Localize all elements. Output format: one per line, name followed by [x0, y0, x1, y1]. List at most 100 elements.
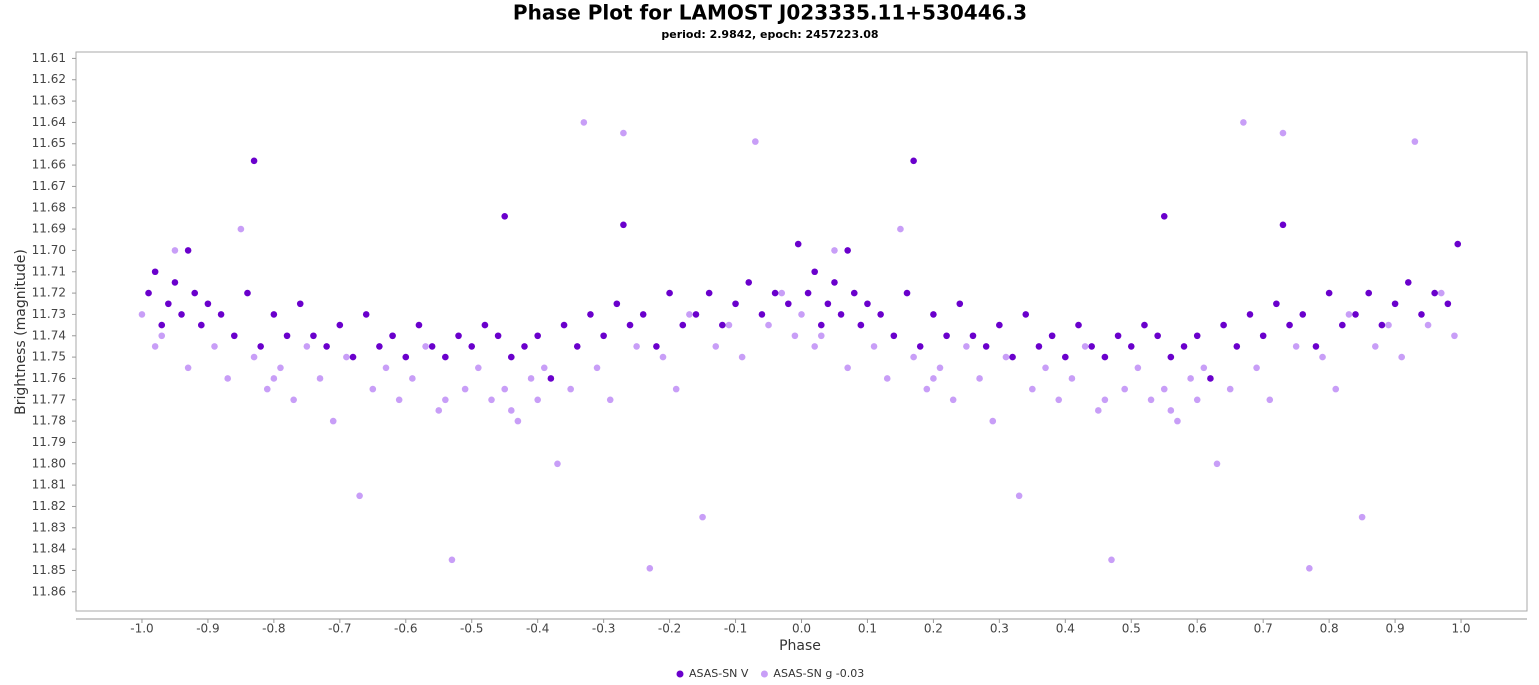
data-point: [752, 138, 759, 145]
x-tick-label: 0.3: [990, 622, 1009, 636]
y-axis-label: Brightness (magnitude): [13, 249, 29, 415]
data-point: [1306, 565, 1313, 572]
data-point: [329, 417, 337, 425]
data-point: [1240, 119, 1247, 126]
data-point: [587, 311, 594, 318]
x-tick-label: -0.8: [262, 622, 285, 636]
data-point: [362, 311, 370, 318]
data-point: [626, 321, 634, 329]
data-point: [1319, 353, 1326, 361]
data-point: [1352, 311, 1359, 318]
data-point: [1174, 417, 1181, 425]
y-tick-label: 11.65: [32, 136, 66, 150]
data-point: [1312, 343, 1320, 350]
data-point: [158, 321, 166, 329]
data-point: [1022, 311, 1030, 318]
data-point: [1094, 407, 1102, 414]
data-point: [686, 311, 693, 318]
data-point: [1167, 353, 1175, 361]
data-point: [930, 375, 937, 382]
data-point: [1451, 332, 1458, 340]
data-point: [1358, 513, 1366, 521]
data-point: [554, 460, 561, 468]
data-point: [1398, 353, 1405, 361]
data-point: [705, 289, 713, 297]
data-point: [151, 343, 159, 350]
data-point: [1385, 321, 1392, 329]
data-point: [831, 279, 838, 286]
data-point: [1200, 364, 1208, 372]
data-point: [1365, 289, 1373, 297]
data-point: [725, 321, 733, 329]
data-point: [296, 300, 304, 308]
y-tick-label: 11.63: [32, 94, 66, 108]
x-tick-label: -0.3: [592, 622, 615, 636]
data-point: [435, 407, 443, 414]
y-tick-label: 11.84: [32, 542, 66, 556]
data-point: [613, 300, 621, 308]
data-point: [1418, 311, 1425, 318]
data-point: [369, 385, 377, 393]
y-tick-label: 11.76: [32, 371, 66, 385]
data-point: [501, 212, 509, 220]
data-point: [1167, 407, 1175, 414]
data-point: [817, 321, 825, 329]
data-point: [1055, 396, 1063, 404]
data-point: [1345, 311, 1353, 318]
data-point: [540, 364, 548, 372]
data-point: [1246, 311, 1254, 318]
data-point: [237, 225, 245, 233]
data-point: [250, 157, 258, 165]
y-tick-label: 11.85: [32, 563, 66, 577]
data-point: [184, 364, 192, 372]
x-tick-label: -0.7: [328, 622, 351, 636]
data-point: [890, 332, 898, 340]
data-point: [567, 385, 574, 393]
y-tick-label: 11.61: [32, 51, 66, 65]
data-point: [1279, 129, 1287, 137]
plot-area: [75, 51, 1528, 612]
data-point: [910, 353, 917, 361]
data-point: [666, 289, 673, 297]
data-point: [250, 353, 258, 361]
chart-subtitle: period: 2.9842, epoch: 2457223.08: [661, 28, 878, 41]
x-tick-label: -0.4: [526, 622, 549, 636]
data-point: [1404, 279, 1412, 286]
data-point: [1299, 311, 1307, 318]
data-point: [1207, 375, 1214, 382]
data-point: [897, 225, 904, 233]
data-point: [494, 332, 502, 340]
data-point: [1279, 221, 1287, 229]
data-point: [1424, 321, 1432, 329]
data-point: [732, 300, 739, 308]
data-point: [244, 289, 251, 297]
data-point: [1101, 353, 1109, 361]
data-point: [138, 311, 146, 318]
data-point: [151, 268, 159, 276]
y-tick-label: 11.71: [32, 264, 66, 278]
data-point: [481, 321, 489, 329]
data-point: [382, 364, 390, 372]
data-point: [508, 353, 515, 361]
data-point: [1444, 300, 1452, 308]
x-tick-label: -0.5: [460, 622, 483, 636]
data-point: [963, 343, 970, 350]
data-point: [191, 289, 199, 297]
x-tick-label: 0.4: [1056, 622, 1075, 636]
data-point: [534, 332, 541, 340]
data-point: [672, 385, 680, 393]
y-tick-label: 11.62: [32, 72, 66, 86]
data-point: [376, 343, 383, 350]
data-point: [870, 343, 878, 350]
data-point: [158, 332, 166, 340]
data-point: [864, 300, 871, 308]
data-point: [699, 513, 706, 521]
data-point: [798, 311, 805, 318]
data-point: [349, 353, 357, 361]
data-point: [184, 247, 192, 254]
data-point: [745, 279, 753, 286]
x-tick-label: 0.2: [924, 622, 943, 636]
data-point: [785, 300, 792, 308]
data-point: [402, 353, 410, 361]
data-point: [738, 353, 746, 361]
